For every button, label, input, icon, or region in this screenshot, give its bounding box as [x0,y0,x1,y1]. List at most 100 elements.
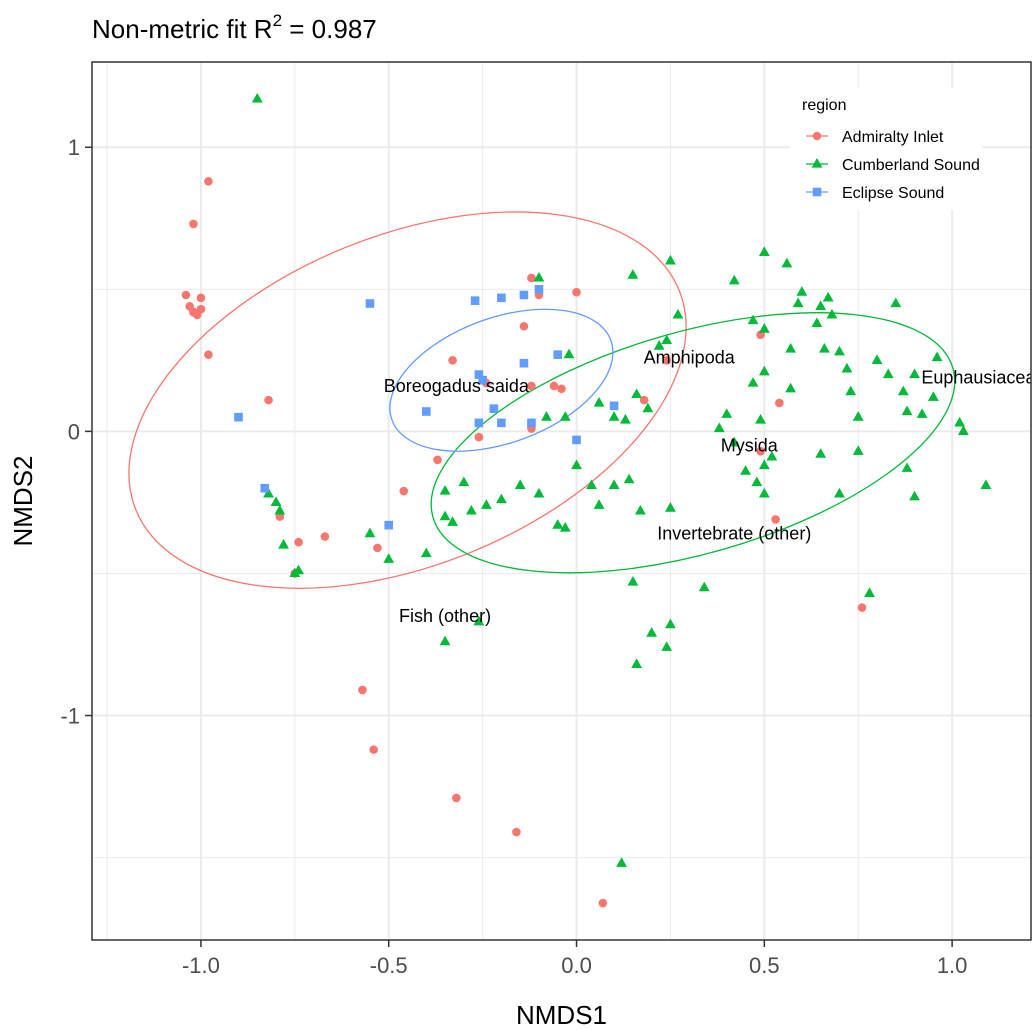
data-point [698,581,710,592]
data-point [822,291,834,302]
x-tick-label: -0.5 [370,953,408,978]
data-point [852,411,864,421]
data-point [826,308,838,319]
y-axis-label: NMDS2 [8,455,38,546]
data-point [358,685,367,695]
species-label: Euphausiacea [921,367,1033,387]
data-point [478,375,487,385]
legend-key [811,158,823,168]
data-point [927,391,939,401]
data-point [465,504,477,515]
legend: region Admiralty Inlet Cumberland Sound Ecl… [790,88,982,210]
species-label: Invertebrate (other) [657,524,811,544]
data-point [519,321,529,331]
data-point [439,510,451,521]
y-tick-label: 1 [68,135,80,160]
data-point [721,408,733,418]
data-point [665,618,676,629]
data-point [373,543,382,553]
confidence-ellipse [389,308,614,452]
data-point [189,219,198,229]
data-point [758,487,770,498]
data-point [785,342,797,353]
data-point [634,504,646,515]
data-point [775,398,784,408]
data-point [857,603,867,612]
data-point [841,362,853,373]
data-point [399,486,409,496]
data-point [619,414,631,424]
data-point [901,405,913,416]
data-point [834,345,845,356]
data-point [662,356,671,365]
data-point [572,435,581,445]
legend-background [790,88,982,210]
data-point [864,587,875,597]
series-points [251,92,992,867]
data-point [553,350,563,359]
data-point [672,308,684,319]
data-point [897,385,909,396]
data-point [421,407,431,416]
legend-title: region [802,97,846,114]
data-point [815,448,827,458]
data-point [756,446,765,456]
data-point [473,615,485,626]
data-point [931,351,943,362]
data-point [728,274,740,285]
data-point [263,487,274,498]
data-point [533,487,545,498]
data-point [420,547,432,558]
data-point [811,317,823,328]
data-point [661,334,673,345]
data-point [627,269,639,279]
data-point [433,455,442,465]
data-point [785,382,797,393]
data-point [234,412,243,422]
data-point [474,418,484,428]
data-point [278,539,289,549]
data-point [293,564,304,575]
data-point [901,462,913,472]
data-point [980,479,992,489]
data-point [519,358,529,368]
data-point [834,487,845,498]
data-point [557,384,566,394]
data-point [751,476,763,487]
x-axis-label: NMDS1 [516,1000,607,1030]
data-point [661,641,673,651]
data-point [496,493,507,504]
series-points [181,177,867,908]
x-tick-label: 1.0 [937,953,968,978]
chart-title-main: Non-metric fit R [92,14,273,44]
data-point [845,385,857,396]
data-point [665,254,676,265]
data-point [369,745,379,754]
x-tick-label: -1.0 [182,953,220,978]
data-point [758,365,770,376]
data-point [552,519,564,529]
data-point [383,553,395,563]
data-point [274,504,286,515]
data-point [957,425,969,435]
data-point [642,402,654,413]
data-point [747,377,759,387]
data-point [384,520,394,530]
data-point [646,627,658,637]
legend-key [812,187,822,197]
data-point [527,381,536,391]
data-point [623,473,635,484]
chart-title-value: = 0.987 [282,14,377,44]
data-point [458,476,470,487]
data-point [819,342,830,353]
data-point [608,479,620,489]
data-point [260,483,270,493]
data-point [571,459,582,470]
species-label: Amphipoda [644,348,736,368]
data-point [270,496,282,507]
data-point [758,323,770,333]
panel-edge-mask [1031,62,1033,940]
data-point [452,793,461,803]
data-point [766,450,778,461]
data-point [204,177,213,186]
